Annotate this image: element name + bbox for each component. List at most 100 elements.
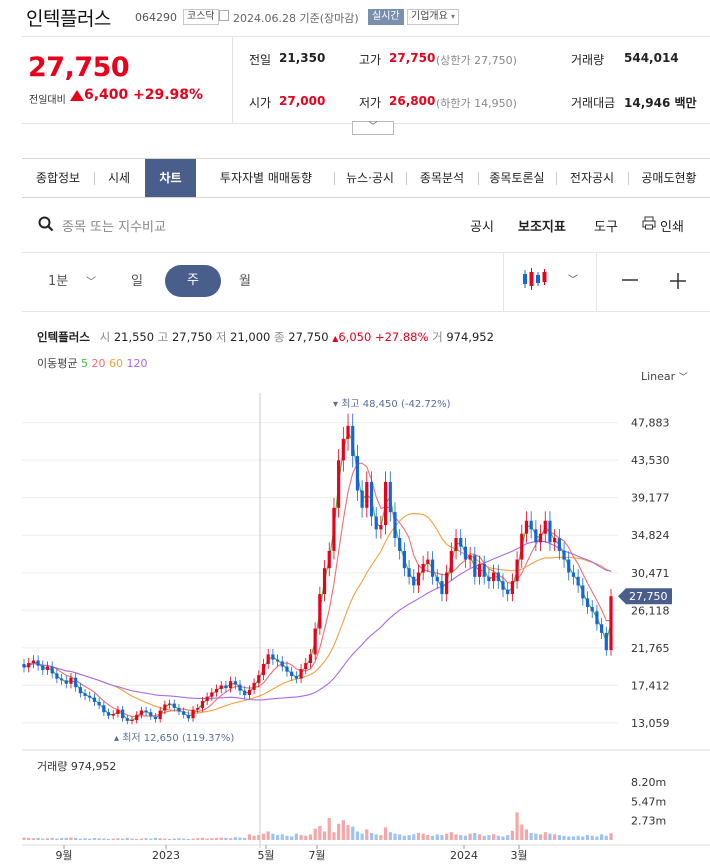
tab-chart[interactable]: 차트 xyxy=(145,159,196,197)
volume-bar xyxy=(111,838,115,840)
candlestick-icon[interactable] xyxy=(522,267,548,291)
volume-bar xyxy=(153,837,158,840)
search-icon[interactable] xyxy=(38,216,54,232)
candle-body xyxy=(496,572,500,582)
volume-bar xyxy=(135,838,139,840)
price-tick-label: 47,883 xyxy=(631,417,670,430)
volume-axis: 8.20m 5.47m 2.73m 거래량 974,952 xyxy=(37,760,666,828)
candle-body xyxy=(50,666,54,674)
volume-bar xyxy=(74,837,78,840)
tab-quotes[interactable]: 시세 xyxy=(107,171,131,185)
tab-investor-trading[interactable]: 투자자별 매매동향 xyxy=(219,171,313,185)
tab-overview[interactable]: 종합정보 xyxy=(35,171,81,185)
market-badge: 코스닥 xyxy=(183,9,219,25)
moving-average-legend[interactable]: 이동평균 5 20 60 120 xyxy=(37,355,147,371)
info-high-label: 고 xyxy=(157,330,169,344)
volume-bar xyxy=(473,832,477,840)
candle-body xyxy=(135,714,139,720)
price-tick-label: 17,412 xyxy=(631,679,670,692)
tab-analysis[interactable]: 종목분석 xyxy=(419,171,465,185)
price-tick-label: 43,530 xyxy=(631,454,670,467)
realtime-button[interactable]: 실시간 xyxy=(368,9,404,25)
tools-button[interactable]: 도구 xyxy=(594,220,618,235)
candle-body xyxy=(191,709,195,719)
volume-bar xyxy=(496,835,500,840)
period-month[interactable]: 월 xyxy=(239,274,251,289)
expand-button[interactable]: ﹀ xyxy=(352,121,394,135)
volume-bar xyxy=(529,832,533,840)
volume-bar xyxy=(548,833,552,840)
candle-body xyxy=(275,659,280,662)
print-icon[interactable] xyxy=(642,216,656,230)
info-low-label: 저 xyxy=(215,330,227,344)
company-overview-button[interactable]: 기업개요 ▾ xyxy=(407,9,460,25)
period-week[interactable]: 주 xyxy=(165,265,221,297)
candle-body xyxy=(318,594,322,629)
low-label: 저가 xyxy=(359,96,382,110)
change-label: 전일대비 xyxy=(29,95,66,106)
up-triangle-icon: ▲ xyxy=(332,334,339,343)
print-button[interactable]: 인쇄 xyxy=(660,220,684,235)
period-minute[interactable]: 1분 xyxy=(48,274,69,289)
tab-disclosure[interactable]: 전자공시 xyxy=(569,171,615,185)
max-price-note: ▾ 최고 48,450 (-42.72%) xyxy=(333,398,451,410)
volume-bar xyxy=(271,833,275,840)
volume-bar xyxy=(50,837,54,840)
volume-bar xyxy=(177,838,181,840)
candle-body xyxy=(224,685,228,689)
price-tick-label: 13,059 xyxy=(631,717,670,730)
candle-body xyxy=(214,688,219,693)
trade-amount-value: 14,946 백만 xyxy=(624,96,697,110)
chart-grid xyxy=(22,422,710,751)
candle-body xyxy=(567,559,571,573)
ma-label: 이동평균 xyxy=(37,357,78,370)
tab-news[interactable]: 뉴스·공시 xyxy=(346,171,394,185)
volume-bar xyxy=(78,838,82,840)
volume-bar xyxy=(369,832,374,840)
candle-body xyxy=(355,456,360,491)
candle-body xyxy=(327,550,331,569)
candle-body xyxy=(271,654,275,660)
candle-body xyxy=(243,690,247,695)
volume-bar xyxy=(92,837,97,840)
candle-body xyxy=(144,710,148,713)
main-tabs: 종합정보 시세 차트 투자자별 매매동향 뉴스·공시 종목분석 종목토론실 전자… xyxy=(22,158,710,198)
volume-bar xyxy=(285,835,289,840)
volume-bar xyxy=(543,832,547,840)
volume-bar xyxy=(576,835,580,840)
volume-bar xyxy=(365,829,369,840)
candle-body xyxy=(421,563,425,573)
price-chart[interactable]: 47,883 43,530 39,177 34,824 30,471 26,118 21,7… xyxy=(0,390,710,865)
candle-body xyxy=(106,712,111,716)
volume-bar xyxy=(229,838,233,840)
scale-mode-select[interactable]: Linear ﹀ xyxy=(641,370,688,383)
chevron-down-icon[interactable]: ﹀ xyxy=(568,275,578,286)
candle-body xyxy=(280,661,284,667)
candle-body xyxy=(36,660,40,666)
candle-body xyxy=(74,677,78,688)
info-open-label: 시 xyxy=(99,330,111,344)
volume-bar xyxy=(355,831,360,840)
info-vol-label: 거 xyxy=(432,330,443,344)
indicators-button[interactable]: 보조지표 xyxy=(518,220,566,235)
candle-body xyxy=(374,516,378,530)
zoom-out-icon[interactable] xyxy=(620,272,640,288)
candle-body xyxy=(473,555,477,577)
tab-short-selling[interactable]: 공매도현황 xyxy=(641,171,697,185)
chevron-down-icon[interactable]: ﹀ xyxy=(86,277,96,288)
volume-bar xyxy=(196,838,200,840)
candle-body xyxy=(247,689,252,695)
zoom-in-icon[interactable] xyxy=(668,271,688,291)
volume-bar xyxy=(257,835,261,840)
volume-bar xyxy=(482,835,486,840)
candle-body xyxy=(238,684,242,691)
chart-annotations: ▾ 최고 48,450 (-42.72%) ▴ 최저 12,650 (119.37… xyxy=(114,398,672,744)
disclosure-toggle[interactable]: 공시 xyxy=(470,220,494,235)
tab-discussion[interactable]: 종목토론실 xyxy=(489,171,545,185)
volume-bar xyxy=(167,838,172,840)
candle-body xyxy=(64,680,68,684)
compare-search-input[interactable]: 종목 또는 지수비교 xyxy=(62,220,166,235)
prev-close-label: 전일 xyxy=(249,53,272,67)
quote-panel xyxy=(232,36,710,124)
period-day[interactable]: 일 xyxy=(131,274,143,289)
